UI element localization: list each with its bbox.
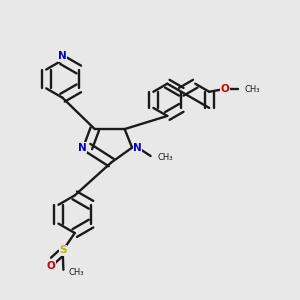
- Text: N: N: [133, 142, 142, 153]
- Text: N: N: [58, 51, 67, 61]
- Text: N: N: [78, 142, 87, 153]
- Text: S: S: [59, 245, 67, 255]
- Text: O: O: [220, 84, 229, 94]
- Text: CH₃: CH₃: [157, 153, 173, 162]
- Text: CH₃: CH₃: [244, 85, 260, 94]
- Text: CH₃: CH₃: [69, 268, 84, 277]
- Text: O: O: [46, 261, 55, 271]
